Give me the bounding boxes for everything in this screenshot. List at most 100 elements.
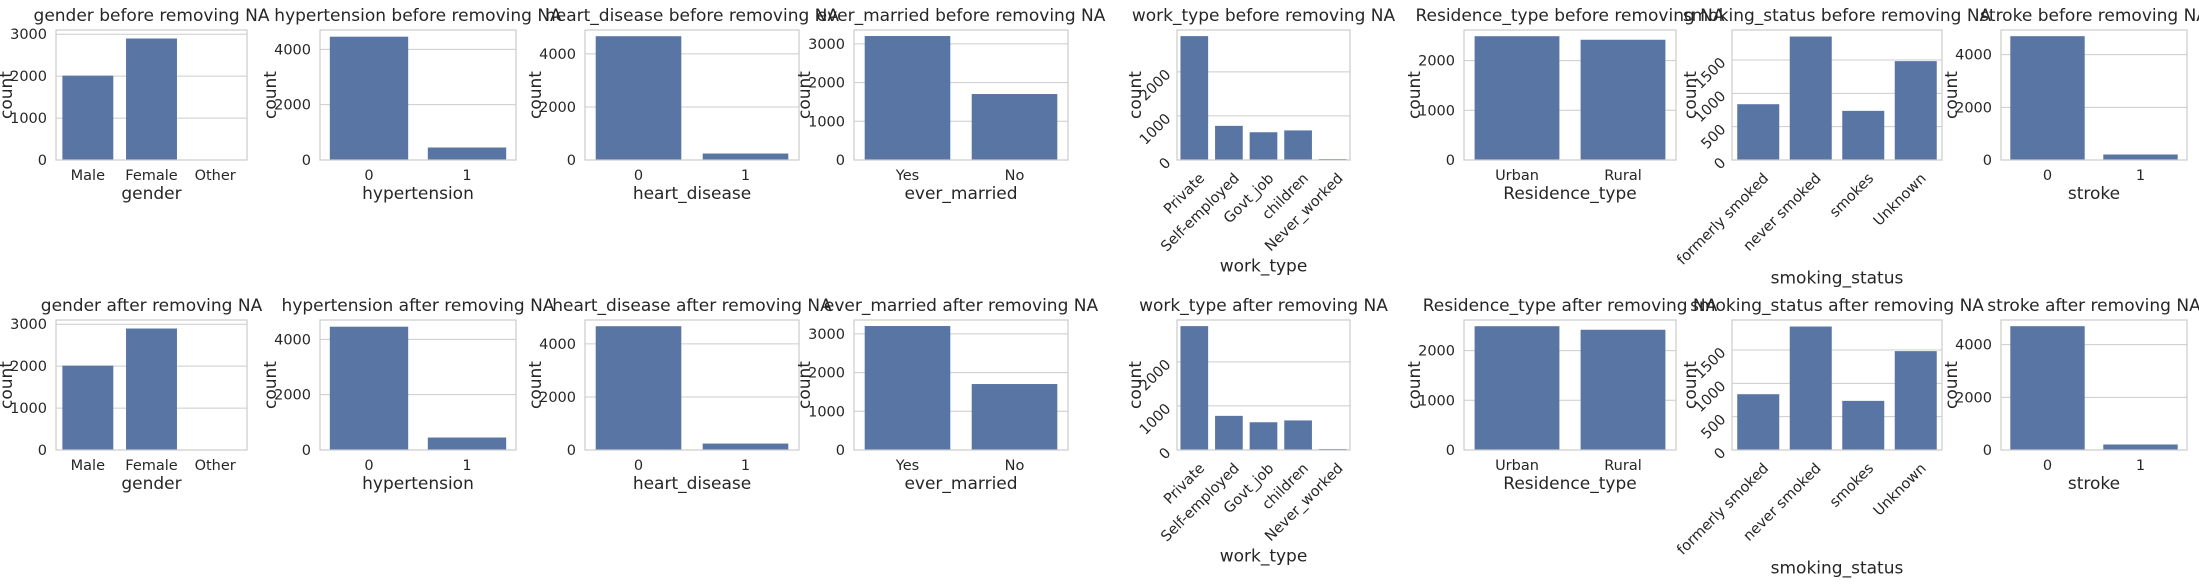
bar-govt-job	[1250, 132, 1278, 160]
bar-private	[1180, 36, 1208, 160]
bar-0	[2010, 36, 2084, 160]
y-tick-label: 4000	[539, 337, 576, 353]
y-tick-label: 3000	[10, 317, 47, 333]
x-tick-label: Urban	[1495, 168, 1539, 184]
y-axis-label: count	[795, 361, 815, 409]
bar-1	[703, 154, 789, 160]
y-tick-label: 3000	[808, 327, 845, 343]
y-axis-label: count	[0, 361, 17, 409]
bar-yes	[865, 326, 951, 450]
y-axis-label: count	[1126, 71, 1146, 119]
subplot-2: hypertension before removing NA020004000…	[261, 6, 562, 204]
x-axis-label: heart_disease	[633, 474, 751, 494]
x-tick-label: Yes	[895, 168, 919, 184]
subplot-7: smoking_status before removing NA0500100…	[1674, 6, 1991, 289]
y-tick-label: 0	[1983, 153, 1992, 169]
y-tick-label: 0	[836, 443, 845, 459]
y-tick-label: 3000	[10, 27, 47, 43]
bar-female	[126, 329, 177, 450]
bar-never-smoked	[1790, 37, 1832, 160]
bar-no	[972, 384, 1058, 450]
bar-self-employed	[1215, 416, 1243, 450]
x-tick-label: Rural	[1604, 168, 1642, 184]
subplot-10: hypertension after removing NA0200040000…	[261, 296, 555, 494]
y-axis-label: count	[0, 71, 17, 119]
bar-formerly-smoked	[1737, 104, 1779, 160]
x-tick-label: smokes	[1827, 461, 1877, 511]
subplot-title: stroke after removing NA	[1987, 296, 2199, 316]
y-tick-label: 4000	[1955, 338, 1992, 354]
subplot-6: Residence_type before removing NA0100020…	[1405, 6, 1725, 204]
subplot-title: ever_married before removing NA	[817, 6, 1106, 26]
y-tick-label: 0	[1157, 445, 1175, 463]
subplot-title: heart_disease before removing NA	[545, 6, 839, 26]
subplot-11: heart_disease after removing NA020004000…	[526, 296, 832, 494]
subplot-title: gender after removing NA	[41, 296, 263, 316]
x-tick-label: 0	[2043, 168, 2052, 184]
bar-rural	[1581, 330, 1666, 450]
y-tick-label: 0	[567, 153, 576, 169]
subplot-title: ever_married after removing NA	[824, 296, 1099, 316]
bar-children	[1284, 420, 1312, 450]
bar-rural	[1581, 40, 1666, 160]
bar-0	[2010, 326, 2084, 450]
subplot-12: ever_married after removing NA0100020003…	[795, 296, 1098, 494]
x-axis-label: work_type	[1220, 546, 1308, 566]
x-tick-label: Male	[71, 458, 105, 474]
subplot-title: stroke before removing NA	[1980, 6, 2199, 26]
subplot-13: work_type after removing NA010002000Priv…	[1126, 296, 1388, 566]
x-axis-label: gender	[121, 474, 181, 494]
x-axis-label: hypertension	[362, 474, 474, 494]
y-tick-label: 2000	[1418, 344, 1455, 360]
y-tick-label: 0	[1983, 443, 1992, 459]
y-tick-label: 0	[302, 443, 311, 459]
subplot-3: heart_disease before removing NA02000400…	[526, 6, 839, 204]
bar-urban	[1475, 326, 1560, 450]
y-tick-label: 0	[38, 443, 47, 459]
bar-yes	[865, 36, 951, 160]
y-axis-label: count	[1681, 71, 1701, 119]
x-tick-label: 0	[634, 168, 643, 184]
bar-1	[2103, 154, 2177, 160]
x-axis-label: stroke	[2068, 184, 2120, 204]
y-tick-label: 500	[1698, 122, 1729, 153]
y-tick-label: 3000	[808, 37, 845, 53]
bar-male	[62, 366, 113, 450]
x-tick-label: Male	[71, 168, 105, 184]
x-axis-label: ever_married	[904, 184, 1017, 204]
y-tick-label: 0	[38, 153, 47, 169]
x-axis-label: gender	[121, 184, 181, 204]
bar-urban	[1475, 36, 1560, 160]
y-axis-label: count	[1942, 71, 1962, 119]
x-axis-label: smoking_status	[1771, 269, 1904, 289]
y-tick-label: 0	[567, 443, 576, 459]
y-axis-label: count	[795, 71, 815, 119]
subplot-title: heart_disease after removing NA	[552, 296, 832, 316]
x-tick-label: formerly smoked	[1674, 171, 1772, 269]
x-tick-label: Yes	[895, 458, 919, 474]
x-tick-label: smokes	[1827, 171, 1877, 221]
y-axis-label: count	[1126, 361, 1146, 409]
bar-0	[330, 37, 408, 160]
bar-smokes	[1842, 401, 1884, 450]
y-tick-label: 0	[302, 153, 311, 169]
x-axis-label: Residence_type	[1503, 474, 1636, 494]
x-tick-label: 1	[741, 168, 750, 184]
x-tick-label: Other	[195, 458, 236, 474]
x-tick-label: 1	[462, 168, 471, 184]
subplot-4: ever_married before removing NA010002000…	[795, 6, 1106, 204]
y-tick-label: 2000	[1418, 54, 1455, 70]
bar-never-smoked	[1790, 327, 1832, 450]
x-tick-label: Unknown	[1871, 171, 1930, 230]
subplot-title: Residence_type after removing NA	[1423, 296, 1718, 316]
y-axis-label: count	[1942, 361, 1962, 409]
subplot-title: smoking_status before removing NA	[1683, 6, 1992, 26]
bar-unknown	[1895, 61, 1937, 160]
subplot-14: Residence_type after removing NA01000200…	[1405, 296, 1718, 494]
x-tick-label: 1	[462, 458, 471, 474]
x-tick-label: 1	[741, 458, 750, 474]
x-axis-label: work_type	[1220, 256, 1308, 276]
x-tick-label: Unknown	[1871, 461, 1930, 520]
